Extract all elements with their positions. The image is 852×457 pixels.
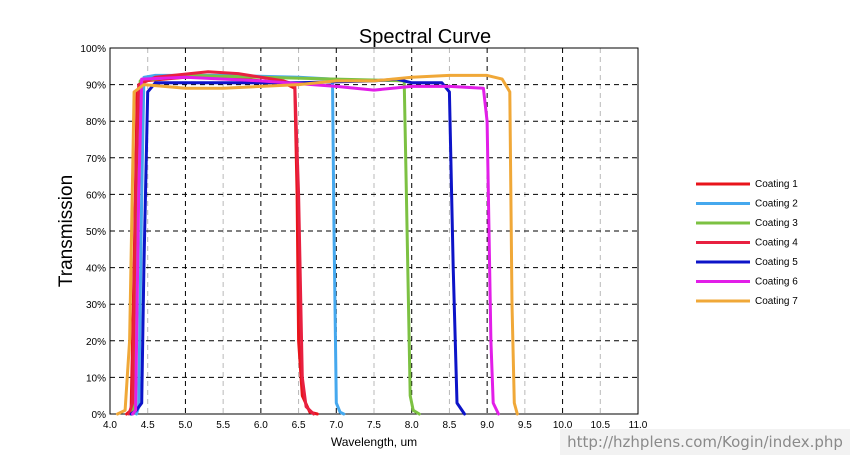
x-tick-label: 7.0: [329, 420, 343, 431]
grid: [110, 48, 638, 414]
x-tick-label: 10.0: [553, 420, 573, 431]
x-tick-label: 5.0: [178, 420, 192, 431]
series-line-coating-3: [129, 73, 421, 416]
y-tick-label: 10%: [86, 373, 106, 384]
series-line-coating-7: [116, 73, 519, 416]
y-tick-label: 20%: [86, 337, 106, 348]
x-tick-label: 9.0: [480, 420, 494, 431]
x-tick-label: 4.0: [103, 420, 117, 431]
y-axis-label: Transmission: [56, 175, 77, 287]
x-tick-label: 6.0: [254, 420, 268, 431]
plot-area-frame: [109, 47, 639, 415]
series-line-coating-4: [127, 70, 316, 416]
series-line-coating-6: [131, 75, 500, 416]
x-tick-label: 8.5: [442, 420, 456, 431]
x-tick-label: 10.5: [591, 420, 611, 431]
y-tick-labels: 0% 10% 20% 30% 40% 50% 60% 70% 80% 90% 100%: [80, 44, 106, 421]
watermark-url: http://hzhplens.com/Kogin/index.php: [560, 429, 850, 455]
y-tick-label: 50%: [86, 227, 106, 238]
x-axis-label: Wavelength, um: [331, 435, 417, 449]
series-line-coating-2: [134, 73, 346, 416]
legend-label-coating-5: Coating 5: [755, 257, 798, 268]
legend-label-coating-1: Coating 1: [755, 179, 798, 190]
y-tick-label: 90%: [86, 81, 106, 92]
x-tick-label: 8.0: [405, 420, 419, 431]
legend-label-coating-7: Coating 7: [755, 296, 798, 307]
y-tick-label: 70%: [86, 154, 106, 165]
chart-title: Spectral Curve: [359, 26, 491, 48]
legend: Coating 1 Coating 2 Coating 3 Coating 4 Coat…: [696, 179, 798, 307]
legend-label-coating-6: Coating 6: [755, 277, 798, 288]
x-tick-labels: 4.0 4.5 5.0 5.5 6.0 6.5 7.0 7.5 8.0 8.5 9.0 9.5 10.0…: [103, 420, 648, 431]
y-tick-label: 80%: [86, 117, 106, 128]
y-tick-label: 30%: [86, 300, 106, 311]
y-tick-label: 40%: [86, 264, 106, 275]
y-tick-label: 60%: [86, 190, 106, 201]
y-tick-label: 100%: [80, 44, 106, 55]
series-group: [116, 70, 519, 416]
x-tick-label: 9.5: [518, 420, 532, 431]
legend-label-coating-4: Coating 4: [755, 238, 798, 249]
x-tick-label: 4.5: [141, 420, 155, 431]
x-tick-label: 5.5: [216, 420, 230, 431]
x-tick-label: 11.0: [629, 420, 648, 431]
x-tick-label: 7.5: [367, 420, 381, 431]
series-line-coating-1: [125, 75, 319, 416]
y-tick-label: 0%: [92, 410, 107, 421]
x-tick-label: 6.5: [292, 420, 306, 431]
legend-label-coating-2: Coating 2: [755, 199, 798, 210]
legend-label-coating-3: Coating 3: [755, 218, 798, 229]
